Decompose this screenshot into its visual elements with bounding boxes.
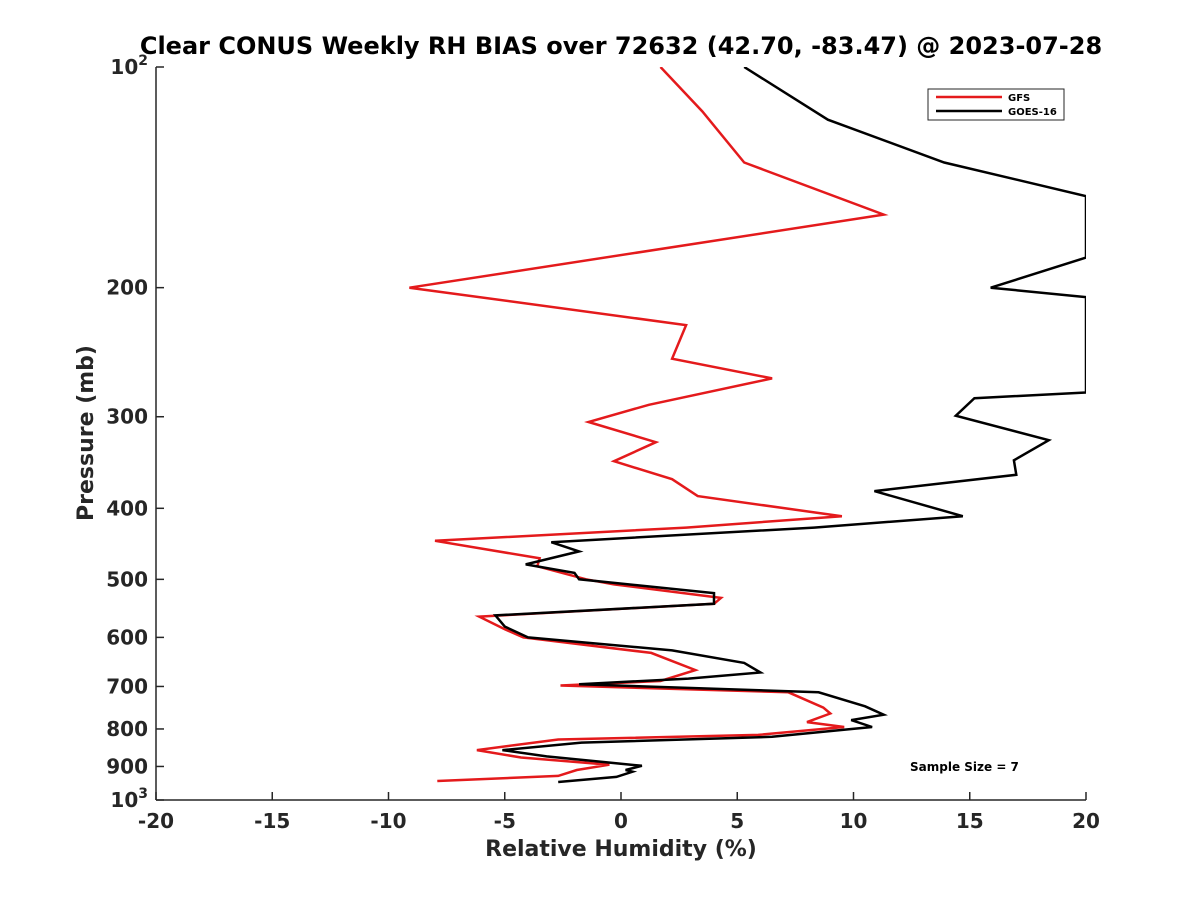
y-tick-label: 102 [110, 53, 148, 79]
x-tick-label: 20 [1072, 809, 1100, 833]
x-axis-ticks: -20 -15 -10 -5 0 5 10 15 20 [138, 792, 1100, 833]
y-tick-label: 400 [106, 496, 148, 520]
x-tick-label: -20 [138, 809, 174, 833]
sample-size-annotation: Sample Size = 7 [910, 760, 1019, 774]
x-tick-label: 10 [840, 809, 868, 833]
x-axis-label: Relative Humidity (%) [485, 837, 757, 862]
y-axis-ticks: 102 200 300 400 500 600 700 800 900 103 [106, 53, 164, 812]
plot-area [156, 67, 1086, 800]
y-tick-label: 900 [106, 754, 148, 778]
y-tick-label: 500 [106, 567, 148, 591]
x-tick-label: 5 [730, 809, 744, 833]
legend-label-gfs: GFS [1008, 93, 1030, 104]
y-tick-label: 300 [106, 405, 148, 429]
x-tick-label: 15 [956, 809, 984, 833]
y-tick-label: 200 [106, 276, 148, 300]
x-tick-label: -5 [494, 809, 516, 833]
y-tick-label: 600 [106, 625, 148, 649]
series-line-goes16 [492, 67, 1086, 784]
legend-box [927, 88, 1065, 121]
x-tick-label: -10 [370, 809, 406, 833]
chart-title: Clear CONUS Weekly RH BIAS over 72632 (4… [140, 32, 1102, 60]
series-line-gfs [409, 67, 889, 783]
y-axis-label: Pressure (mb) [74, 345, 99, 521]
y-tick-label: 800 [106, 717, 148, 741]
x-tick-label: 0 [614, 809, 628, 833]
y-tick-label: 700 [106, 674, 148, 698]
legend-label-goes16: GOES-16 [1008, 107, 1057, 118]
legend: GFS GOES-16 [927, 88, 1065, 121]
x-tick-label: -15 [254, 809, 290, 833]
y-tick-label: 103 [110, 786, 148, 812]
series-layer [409, 67, 1086, 784]
